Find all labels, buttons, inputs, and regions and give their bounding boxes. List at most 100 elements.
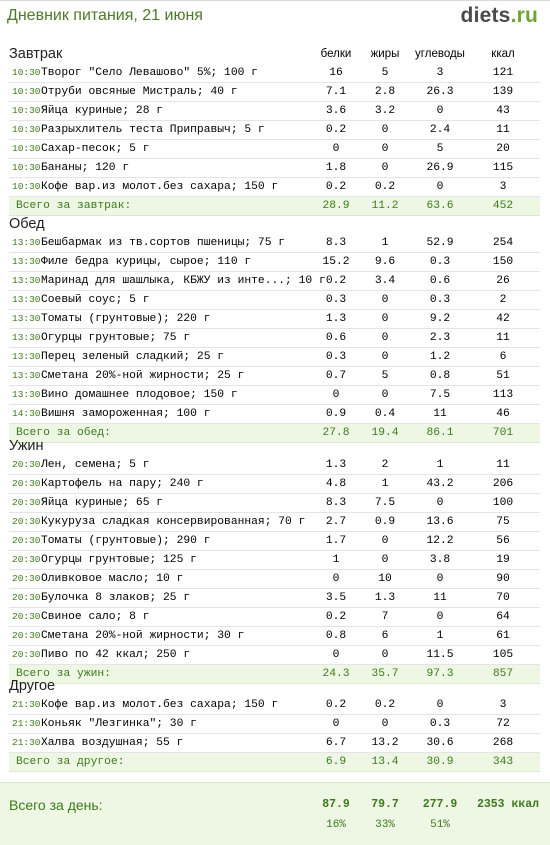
food-protein: 0.8 [325,630,347,642]
total-carbs: 86.1 [426,427,454,439]
food-time: 20:30 [12,611,41,622]
food-row[interactable]: 20:30 Сметана 20%-ной жирности; 30 г 0.8 6 1… [9,627,540,646]
section-total-label: Всего за завтрак: [16,200,132,212]
food-row[interactable]: 10:30 Бананы; 120 г 1.8 0 26.9 115 [9,159,540,178]
section-total-row: Всего за обед: 27.8 19.4 86.1 701 [9,424,540,443]
food-name[interactable]: Кофе вар.из молот.без сахара; 150 г [41,699,279,711]
food-row[interactable]: 13:30 Бешбармак из тв.сортов пшеницы; 75 … [9,234,540,253]
food-carbs: 1 [436,630,444,642]
food-row[interactable]: 20:30 Томаты (грунтовые); 290 г 1.7 0 12.2 56 [9,532,540,551]
food-name[interactable]: Огурцы грунтовые; 75 г [41,332,191,344]
food-protein: 1.3 [325,313,347,325]
day-carbs-percent: 51% [430,819,450,831]
food-row[interactable]: 13:30 Огурцы грунтовые; 75 г 0.6 0 2.3 11 [9,329,540,348]
food-row[interactable]: 10:30 Разрыхлитель теста Приправыч; 5 г 0.… [9,121,540,140]
food-kcal: 61 [496,630,510,642]
section-total-label: Всего за обед: [16,427,111,439]
food-row[interactable]: 20:30 Яйца куриные; 65 г 8.3 7.5 0 100 [9,494,540,513]
food-protein: 7.1 [325,86,347,98]
food-carbs: 5 [436,143,444,155]
food-name[interactable]: Картофель на пару; 240 г [41,478,204,490]
food-row[interactable]: 20:30 Кукуруза сладкая консервированная; … [9,513,540,532]
food-carbs: 0.3 [429,256,451,268]
food-row[interactable]: 10:30 Отруби овсяные Мистраль; 40 г 7.1 2.8… [9,83,540,102]
food-name[interactable]: Бешбармак из тв.сортов пшеницы; 75 г [41,237,286,249]
food-row[interactable]: 10:30 Творог "Село Левашово" 5%; 100 г 16 5… [9,64,540,83]
food-row[interactable]: 21:30 Кофе вар.из молот.без сахара; 150 г… [9,696,540,715]
food-kcal: 51 [496,370,510,382]
food-fat: 1.3 [374,592,396,604]
food-fat: 0 [381,294,389,306]
food-time: 10:30 [12,143,41,154]
food-name[interactable]: Разрыхлитель теста Приправыч; 5 г [41,124,265,136]
food-name[interactable]: Соевый соус; 5 г [41,294,150,306]
food-time: 20:30 [12,497,41,508]
food-name[interactable]: Перец зеленый сладкий; 25 г [41,351,225,363]
food-name[interactable]: Филе бедра курицы, сырое; 110 г [41,256,252,268]
food-name[interactable]: Булочка 8 злаков; 25 г [41,592,191,604]
food-name[interactable]: Сахар-песок; 5 г [41,143,150,155]
food-name[interactable]: Оливковое масло; 10 г [41,573,184,585]
food-name[interactable]: Вишня замороженная; 100 г [41,408,211,420]
food-name[interactable]: Томаты (грунтовые); 220 г [41,313,211,325]
food-name[interactable]: Бананы; 120 г [41,162,130,174]
food-protein: 16 [329,67,343,79]
food-name[interactable]: Яйца куриные; 28 г [41,105,164,117]
food-name[interactable]: Лен, семена; 5 г [41,459,150,471]
food-protein: 3.5 [325,592,347,604]
food-row[interactable]: 14:30 Вишня замороженная; 100 г 0.9 0.4 11 46 [9,405,540,424]
food-name[interactable]: Отруби овсяные Мистраль; 40 г [41,86,238,98]
food-time: 20:30 [12,573,41,584]
food-name[interactable]: Огурцы грунтовые; 125 г [41,554,197,566]
food-row[interactable]: 13:30 Перец зеленый сладкий; 25 г 0.3 0 1.2 6 [9,348,540,367]
food-name[interactable]: Творог "Село Левашово" 5%; 100 г [41,67,258,79]
food-protein: 1.8 [325,162,347,174]
food-kcal: 11 [496,124,510,136]
food-row[interactable]: 13:30 Вино домашнее плодовое; 150 г 0 0 7.5 1… [9,386,540,405]
food-row[interactable]: 20:30 Картофель на пару; 240 г 4.8 1 43.2 206 [9,475,540,494]
food-row[interactable]: 21:30 Коньяк "Лезгинка"; 30 г 0 0 0.3 72 [9,715,540,734]
total-carbs: 30.9 [426,756,454,768]
food-row[interactable]: 10:30 Кофе вар.из молот.без сахара; 150 г… [9,178,540,197]
total-protein: 27.8 [322,427,350,439]
food-fat: 0 [381,162,389,174]
food-name[interactable]: Кукуруза сладкая консервированная; 70 г [41,516,306,528]
section-lunch: Обед 13:30 Бешбармак из тв.сортов пшеницы;… [0,214,550,443]
site-logo[interactable]: diets.ru [461,4,538,28]
top-border [0,0,550,1]
food-protein: 2.7 [325,516,347,528]
food-kcal: 6 [499,351,507,363]
food-name[interactable]: Коньяк "Лезгинка"; 30 г [41,718,197,730]
food-kcal: 3 [499,181,507,193]
food-row[interactable]: 13:30 Сметана 20%-ной жирности; 25 г 0.7 5 0… [9,367,540,386]
food-name[interactable]: Томаты (грунтовые); 290 г [41,535,211,547]
food-name[interactable]: Сметана 20%-ной жирности; 30 г [41,630,245,642]
food-row[interactable]: 20:30 Огурцы грунтовые; 125 г 1 0 3.8 19 [9,551,540,570]
food-row[interactable]: 20:30 Лен, семена; 5 г 1.3 2 1 11 [9,456,540,475]
total-fat: 13.4 [371,756,399,768]
food-carbs: 0.3 [429,718,451,730]
food-name[interactable]: Пиво по 42 ккал; 250 г [41,649,191,661]
food-name[interactable]: Халва воздушная; 55 г [41,737,184,749]
food-row[interactable]: 13:30 Соевый соус; 5 г 0.3 0 0.3 2 [9,291,540,310]
food-row[interactable]: 20:30 Оливковое масло; 10 г 0 10 0 90 [9,570,540,589]
food-row[interactable]: 13:30 Томаты (грунтовые); 220 г 1.3 0 9.2 42 [9,310,540,329]
food-row[interactable]: 20:30 Свиное сало; 8 г 0.2 7 0 64 [9,608,540,627]
food-name[interactable]: Свиное сало; 8 г [41,611,150,623]
food-name[interactable]: Вино домашнее плодовое; 150 г [41,389,238,401]
food-name[interactable]: Маринад для шашлыка, КБЖУ из инте...; 10… [41,275,326,287]
food-row[interactable]: 20:30 Пиво по 42 ккал; 250 г 0 0 11.5 105 [9,646,540,665]
food-row[interactable]: 13:30 Маринад для шашлыка, КБЖУ из инте..… [9,272,540,291]
food-fat: 0 [381,313,389,325]
food-kcal: 105 [492,649,514,661]
food-fat: 0.4 [374,408,396,420]
food-row[interactable]: 10:30 Сахар-песок; 5 г 0 0 5 20 [9,140,540,159]
food-name[interactable]: Яйца куриные; 65 г [41,497,164,509]
food-name[interactable]: Сметана 20%-ной жирности; 25 г [41,370,245,382]
food-name[interactable]: Кофе вар.из молот.без сахара; 150 г [41,181,279,193]
food-row[interactable]: 13:30 Филе бедра курицы, сырое; 110 г 15.2… [9,253,540,272]
food-row[interactable]: 10:30 Яйца куриные; 28 г 3.6 3.2 0 43 [9,102,540,121]
food-row[interactable]: 20:30 Булочка 8 злаков; 25 г 3.5 1.3 11 70 [9,589,540,608]
food-row[interactable]: 21:30 Халва воздушная; 55 г 6.7 13.2 30.6 268 [9,734,540,753]
column-header-kcal: ккал [491,48,515,60]
